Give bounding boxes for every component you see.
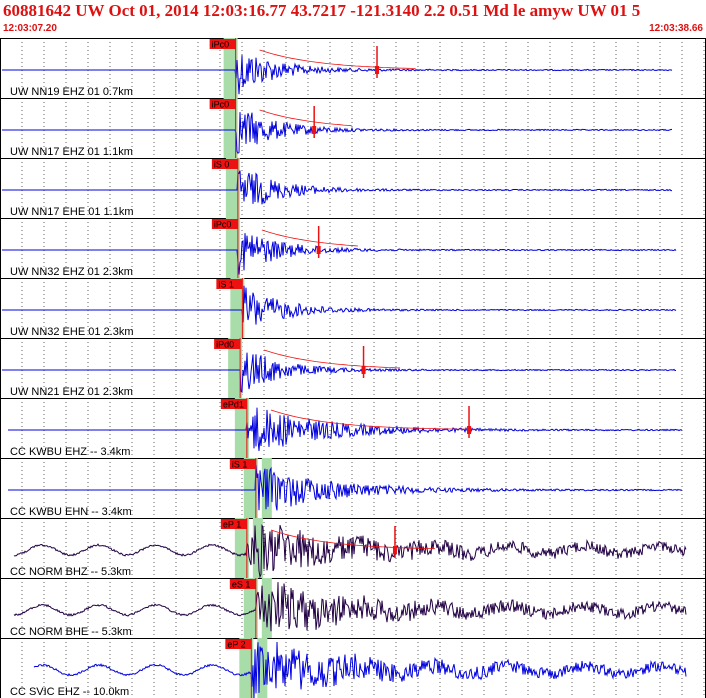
pick-window bbox=[225, 218, 240, 278]
pick-label-bg bbox=[209, 99, 236, 109]
coda-curve bbox=[270, 529, 435, 550]
pick-window bbox=[257, 638, 268, 698]
pick-label-text: iS 0 bbox=[214, 160, 230, 170]
pick-label-text: iPc0 bbox=[212, 100, 230, 110]
pick-label-bg bbox=[209, 39, 236, 49]
pick-label-text: iS 1 bbox=[218, 280, 234, 290]
waveform bbox=[2, 55, 673, 95]
event-title: 60881642 UW Oct 01, 2014 12:03:16.77 43.… bbox=[3, 1, 641, 20]
trace-panel: eP 1 CC NORM BHZ -- 5.3km bbox=[0, 518, 706, 579]
waveform bbox=[13, 524, 687, 579]
pick-label: iS 1 bbox=[229, 459, 256, 470]
pick-label-text: ePd1 bbox=[223, 400, 244, 410]
pick-label: iPc0 bbox=[209, 99, 236, 110]
pick-label-text: iPc0 bbox=[214, 220, 232, 230]
station-label: UW NN19 EHZ 01 0.7km bbox=[10, 86, 133, 98]
pick-label: iPd0 bbox=[214, 339, 241, 350]
seismogram-plot: iPc0 UW NN19 EHZ 01 0.7km iPc0 UW NN17 EHZ … bbox=[0, 38, 706, 698]
waveform bbox=[33, 641, 687, 698]
pick-label: eP 2 bbox=[225, 639, 252, 650]
pick-window bbox=[228, 338, 243, 398]
time-start-label: 12:03:07.20 bbox=[3, 23, 57, 34]
waveform bbox=[8, 464, 683, 511]
waveform bbox=[2, 170, 672, 205]
pick-window bbox=[252, 518, 263, 578]
pick-label-bg bbox=[216, 279, 243, 289]
pick-window bbox=[261, 578, 272, 638]
waveform bbox=[2, 233, 677, 275]
waveform bbox=[2, 285, 677, 325]
coda-curve bbox=[259, 49, 416, 69]
pick-window bbox=[239, 638, 254, 698]
coda-marker bbox=[375, 66, 380, 74]
pick-label-bg bbox=[225, 639, 252, 649]
trace-panel: ePd1 CC KWBU EHZ -- 3.4km bbox=[0, 398, 706, 459]
pick-window bbox=[223, 98, 238, 158]
trace-panel: iPc0 UW NN19 EHZ 01 0.7km bbox=[0, 38, 706, 99]
trace-panel: iPc0 UW NN32 EHZ 01 2.3km bbox=[0, 218, 706, 279]
pick-window bbox=[234, 518, 249, 578]
station-label: CC KWBU EHZ -- 3.4km bbox=[10, 446, 130, 458]
pick-label-bg bbox=[229, 579, 256, 589]
pick-label-text: iPd0 bbox=[216, 340, 234, 350]
pick-label-bg bbox=[220, 399, 247, 409]
coda-marker bbox=[312, 126, 317, 134]
station-label: CC KWBU EHN -- 3.4km bbox=[10, 506, 132, 518]
pick-label: iPc0 bbox=[211, 219, 238, 230]
station-label: CC NORM BHE -- 5.3km bbox=[10, 626, 132, 638]
pick-window bbox=[225, 158, 240, 218]
pick-label-bg bbox=[229, 459, 256, 469]
coda-curve bbox=[263, 349, 401, 369]
waveform bbox=[2, 352, 676, 394]
pick-label: eS 1 bbox=[229, 579, 256, 590]
pick-label-bg bbox=[214, 339, 241, 349]
pick-window bbox=[234, 398, 249, 458]
trace-panel: iPd0 UW NN21 EHZ 01 2.3km bbox=[0, 338, 706, 399]
pick-label-text: eP 2 bbox=[227, 640, 245, 650]
pick-label-bg bbox=[211, 159, 238, 169]
trace-panel: iPc0 UW NN17 EHZ 01 1.1km bbox=[0, 98, 706, 159]
waveform bbox=[13, 582, 687, 632]
station-label: CC SVIC EHZ -- 10.0km bbox=[10, 686, 129, 698]
pick-label-bg bbox=[220, 519, 247, 529]
station-label: UW NN21 EHZ 01 2.3km bbox=[10, 386, 133, 398]
trace-panel: eS 1 CC NORM BHE -- 5.3km bbox=[0, 578, 706, 639]
pick-window bbox=[243, 578, 258, 638]
station-label: UW NN17 EHZ 01 1.1km bbox=[10, 146, 133, 158]
pick-label: eP 1 bbox=[220, 519, 247, 530]
coda-curve bbox=[261, 229, 358, 247]
station-label: UW NN32 EHZ 01 2.3km bbox=[10, 266, 133, 278]
coda-marker bbox=[361, 366, 366, 374]
pick-label: iPc0 bbox=[209, 39, 236, 50]
pick-label-text: iS 1 bbox=[232, 460, 248, 470]
pick-label-text: iPc0 bbox=[212, 40, 230, 50]
event-header: 60881642 UW Oct 01, 2014 12:03:16.77 43.… bbox=[0, 0, 706, 38]
pick-label: iS 1 bbox=[216, 279, 243, 290]
trace-panel: eP 2 CC SVIC EHZ -- 10.0km bbox=[0, 638, 706, 698]
pick-label: iS 0 bbox=[211, 159, 238, 170]
time-end-label: 12:03:38.66 bbox=[649, 23, 703, 34]
pick-label-bg bbox=[211, 219, 238, 229]
coda-marker bbox=[316, 246, 321, 254]
waveform bbox=[2, 112, 673, 154]
trace-panel: iS 1 CC KWBU EHN -- 3.4km bbox=[0, 458, 706, 519]
pick-label: ePd1 bbox=[220, 399, 247, 410]
pick-label-text: eP 1 bbox=[223, 520, 241, 530]
pick-window bbox=[223, 38, 238, 98]
pick-window bbox=[243, 458, 258, 518]
station-label: UW NN17 EHE 01 1.1km bbox=[10, 206, 133, 218]
station-label: UW NN32 EHE 01 2.3km bbox=[10, 326, 133, 338]
trace-panel: iS 1 UW NN32 EHE 01 2.3km bbox=[0, 278, 706, 339]
coda-marker bbox=[467, 426, 472, 434]
trace-panel: iS 0 UW NN17 EHE 01 1.1km bbox=[0, 158, 706, 219]
pick-window bbox=[230, 278, 245, 338]
coda-marker bbox=[392, 546, 397, 554]
pick-label-text: eS 1 bbox=[232, 580, 251, 590]
station-label: CC NORM BHZ -- 5.3km bbox=[10, 566, 131, 578]
coda-curve bbox=[259, 109, 352, 127]
waveform bbox=[8, 407, 683, 451]
